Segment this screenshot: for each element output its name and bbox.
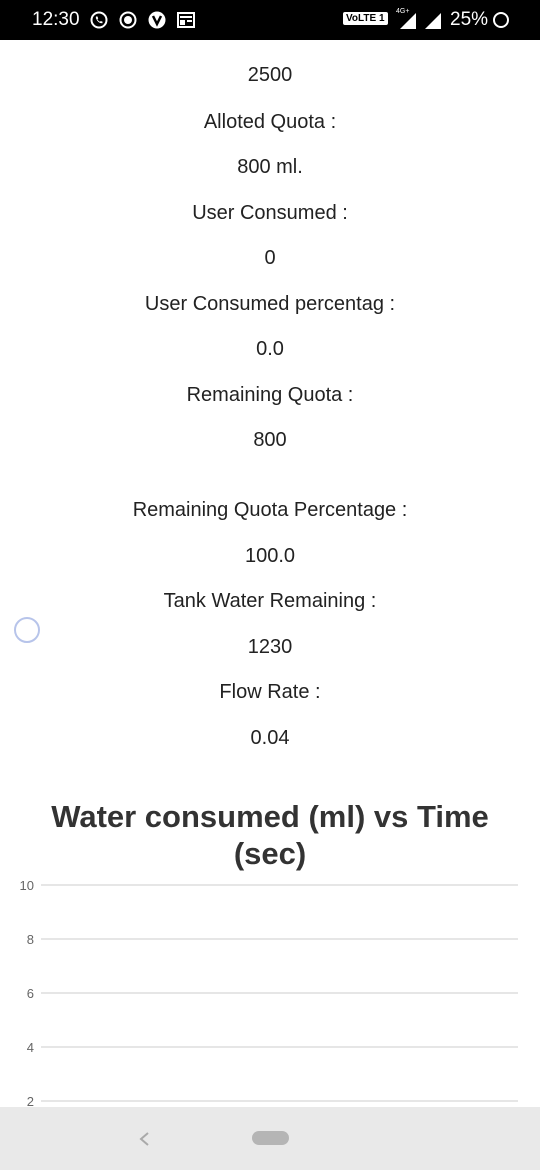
signal-icon-2 xyxy=(425,13,441,29)
alloted-quota-label: Alloted Quota : xyxy=(203,111,337,133)
record-icon xyxy=(119,11,137,29)
user-consumed-value: 0 xyxy=(264,247,276,269)
whatsapp-icon xyxy=(90,11,108,29)
remaining-quota-percentage-value: 100.0 xyxy=(244,545,296,567)
loading-spinner xyxy=(14,617,40,643)
flow-rate-label: Flow Rate : xyxy=(219,681,321,703)
remaining-quota-percentage-label: Remaining Quota Percentage : xyxy=(132,499,408,521)
tank-water-remaining-label: Tank Water Remaining : xyxy=(163,590,377,612)
line-chart: 10 8 6 4 2 xyxy=(20,878,518,1107)
status-bar: 12:30 VoLTE 1 4G+ 25% xyxy=(0,0,540,40)
tank-water-remaining-value: 1230 xyxy=(247,636,293,658)
y-tick-label: 8 xyxy=(27,932,34,947)
back-icon[interactable] xyxy=(135,1124,153,1154)
vpn-icon xyxy=(148,11,166,29)
user-consumed-label: User Consumed : xyxy=(192,202,348,224)
y-tick-label: 10 xyxy=(20,878,34,893)
y-tick-label: 4 xyxy=(27,1040,34,1055)
user-consumed-percentage-label: User Consumed percentag : xyxy=(144,293,396,315)
battery-icon xyxy=(493,12,509,28)
flow-rate-value: 0.04 xyxy=(250,727,290,749)
home-button[interactable] xyxy=(252,1131,289,1145)
capacity-value: 2500 xyxy=(247,64,293,86)
signal-icon xyxy=(400,13,416,29)
battery-percentage: 25% xyxy=(450,9,489,30)
network-type: 4G+ xyxy=(396,8,410,15)
news-icon xyxy=(177,12,195,28)
y-tick-label: 6 xyxy=(27,986,34,1001)
volte-badge: VoLTE 1 xyxy=(343,12,388,25)
y-tick-label: 2 xyxy=(27,1094,34,1107)
clock: 12:30 xyxy=(32,9,80,30)
alloted-quota-value: 800 ml. xyxy=(237,156,303,178)
remaining-quota-value: 800 xyxy=(253,429,287,451)
user-consumed-percentage-value: 0.0 xyxy=(256,338,284,360)
remaining-quota-label: Remaining Quota : xyxy=(186,384,354,406)
chart-title: Water consumed (ml) vs Time (sec) xyxy=(51,799,489,871)
